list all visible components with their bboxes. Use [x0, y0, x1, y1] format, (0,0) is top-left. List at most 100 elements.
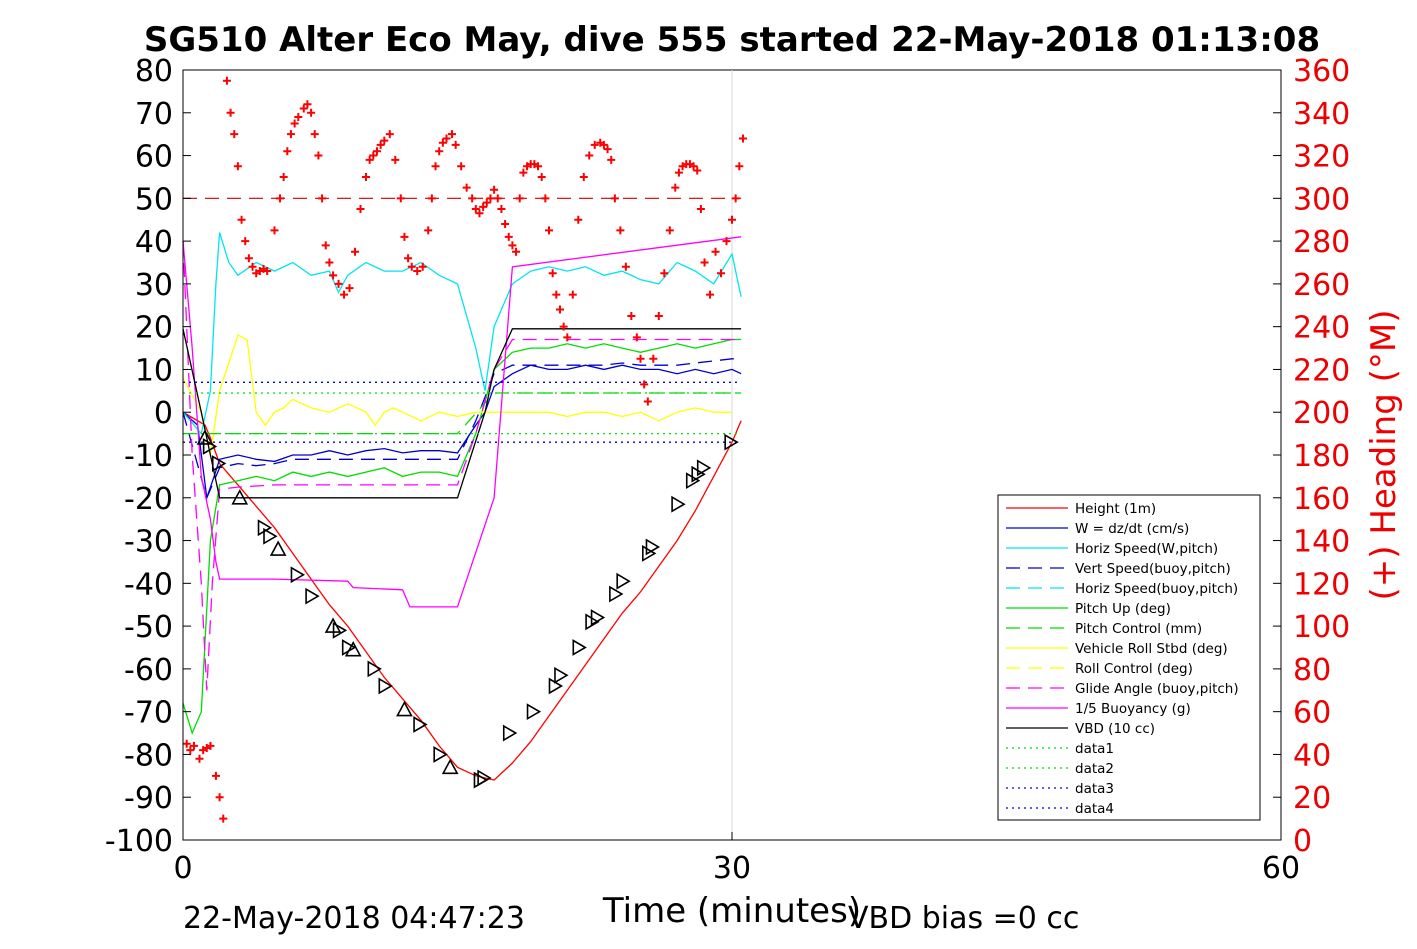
heading-point	[616, 226, 625, 235]
y-tick-label: -100	[105, 824, 173, 859]
y2-tick-label: 200	[1293, 396, 1350, 431]
height-marker	[554, 666, 569, 684]
heading-point	[632, 333, 641, 342]
heading-point	[186, 746, 195, 755]
series-line-pitch	[182, 338, 742, 735]
y-tick-label: -50	[124, 610, 173, 645]
heading-point	[665, 226, 674, 235]
heading-point	[731, 194, 740, 203]
heading-point	[182, 739, 191, 748]
heading-point	[294, 113, 303, 122]
y-tick-label: -90	[124, 781, 173, 816]
y2-tick-label: 320	[1293, 140, 1350, 175]
heading-point	[248, 262, 257, 271]
heading-point	[195, 754, 204, 763]
y-tick-label: -60	[124, 653, 173, 688]
series-line-horiz_speed	[182, 232, 742, 436]
height-marker	[616, 572, 631, 590]
heading-point	[451, 140, 460, 149]
heading-point	[722, 237, 731, 246]
heading-point	[318, 194, 327, 203]
heading-point	[621, 262, 630, 271]
series-line-vbd	[182, 328, 742, 499]
heading-point	[362, 172, 370, 181]
height-marker	[344, 640, 362, 657]
heading-point	[534, 162, 543, 171]
height-marker	[305, 587, 320, 605]
height-marker	[642, 544, 657, 562]
legend-label: W = dz/dt (cm/s)	[1075, 521, 1189, 537]
heading-point	[286, 130, 295, 139]
heading-point	[552, 290, 561, 299]
height-marker	[590, 609, 606, 626]
heading-point	[448, 130, 457, 139]
legend-label: Vert Speed(buoy,pitch)	[1075, 561, 1231, 577]
heading-point	[519, 168, 528, 177]
heading-point	[400, 232, 409, 241]
y-tick-label: -30	[124, 525, 173, 560]
heading-point	[689, 162, 698, 171]
legend-label: Height (1m)	[1075, 501, 1156, 517]
marker-layer	[196, 429, 739, 789]
legend-label: Pitch Up (deg)	[1075, 601, 1171, 617]
heading-point	[559, 322, 568, 331]
y-tick-label: -70	[124, 696, 173, 731]
heading-point	[376, 140, 385, 149]
y2-tick-label: 140	[1293, 525, 1350, 560]
heading-point	[189, 741, 198, 750]
heading-point	[396, 194, 405, 203]
heading-point	[219, 814, 228, 823]
heading-point	[490, 185, 499, 194]
heading-layer	[182, 76, 747, 823]
y2-tick-label: 60	[1293, 696, 1331, 731]
heading-point	[230, 130, 239, 139]
heading-point	[654, 311, 663, 320]
series-line-height	[182, 411, 742, 781]
heading-point	[471, 205, 480, 214]
series-line-buoyancy	[182, 236, 742, 608]
heading-point	[237, 215, 246, 224]
legend-items: Height (1m) W = dz/dt (cm/s) Horiz Speed(W…	[1006, 501, 1239, 817]
heading-point	[299, 104, 308, 113]
y2-ticks: 3603403203002802602402202001801601401201…	[1273, 54, 1350, 859]
heading-point	[435, 147, 444, 156]
y2-tick-label: 40	[1293, 738, 1331, 773]
height-marker	[332, 621, 348, 639]
y-tick-label: 30	[135, 268, 173, 303]
heading-point	[599, 140, 608, 149]
heading-point	[649, 354, 658, 363]
heading-point	[563, 333, 572, 342]
y-tick-label: 70	[135, 97, 173, 132]
y2-tick-label: 240	[1293, 311, 1350, 346]
y-tick-label: -20	[124, 482, 173, 517]
y2-tick-label: 360	[1293, 54, 1350, 89]
heading-point	[711, 247, 720, 256]
heading-point	[643, 397, 652, 406]
y2-tick-label: 300	[1293, 182, 1350, 217]
x-tick-label: 60	[1262, 851, 1300, 886]
heading-point	[329, 271, 338, 280]
series-line-glide_angle	[182, 241, 742, 691]
heading-point	[424, 226, 433, 235]
heading-point	[627, 311, 636, 320]
legend-label: Roll Control (deg)	[1075, 661, 1193, 677]
height-marker	[526, 703, 542, 721]
heading-point	[457, 162, 466, 171]
height-marker	[609, 585, 624, 603]
heading-point	[279, 172, 288, 181]
heading-point	[431, 162, 440, 171]
height-marker	[396, 700, 413, 717]
heading-point	[693, 166, 702, 175]
y-tick-label: -40	[124, 567, 173, 602]
y2-tick-label: 120	[1293, 567, 1350, 602]
heading-point	[263, 267, 272, 276]
height-marker	[269, 540, 287, 556]
heading-point	[226, 108, 235, 117]
y2-tick-label: 80	[1293, 653, 1331, 688]
heading-point	[206, 741, 215, 750]
heading-point	[427, 194, 436, 203]
heading-point	[696, 205, 705, 214]
legend-label: VBD (10 cc)	[1075, 721, 1155, 737]
height-marker	[696, 459, 712, 477]
heading-point	[555, 305, 564, 314]
